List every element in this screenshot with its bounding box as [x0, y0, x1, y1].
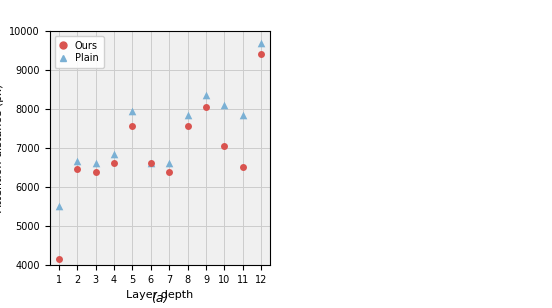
- Point: [91, 170, 100, 175]
- Point: [110, 161, 119, 166]
- Point: [91, 161, 100, 166]
- Point: [238, 112, 247, 117]
- Y-axis label: Attention distance (px): Attention distance (px): [0, 84, 4, 212]
- Point: [128, 124, 137, 129]
- Point: [55, 257, 63, 261]
- Point: [146, 161, 155, 166]
- Point: [220, 103, 229, 107]
- Point: [257, 52, 266, 57]
- Point: [183, 112, 192, 117]
- Point: [110, 151, 119, 156]
- Point: [257, 40, 266, 45]
- Text: (a): (a): [151, 292, 169, 305]
- X-axis label: Layer depth: Layer depth: [126, 290, 194, 300]
- Point: [201, 93, 210, 98]
- Point: [201, 104, 210, 109]
- Point: [55, 204, 63, 209]
- Point: [146, 161, 155, 166]
- Legend: Ours, Plain: Ours, Plain: [55, 36, 104, 68]
- Point: [165, 170, 174, 175]
- Point: [165, 161, 174, 166]
- Point: [128, 108, 137, 113]
- Point: [238, 165, 247, 170]
- Point: [220, 144, 229, 148]
- Point: [73, 167, 82, 172]
- Point: [73, 159, 82, 164]
- Point: [183, 124, 192, 129]
